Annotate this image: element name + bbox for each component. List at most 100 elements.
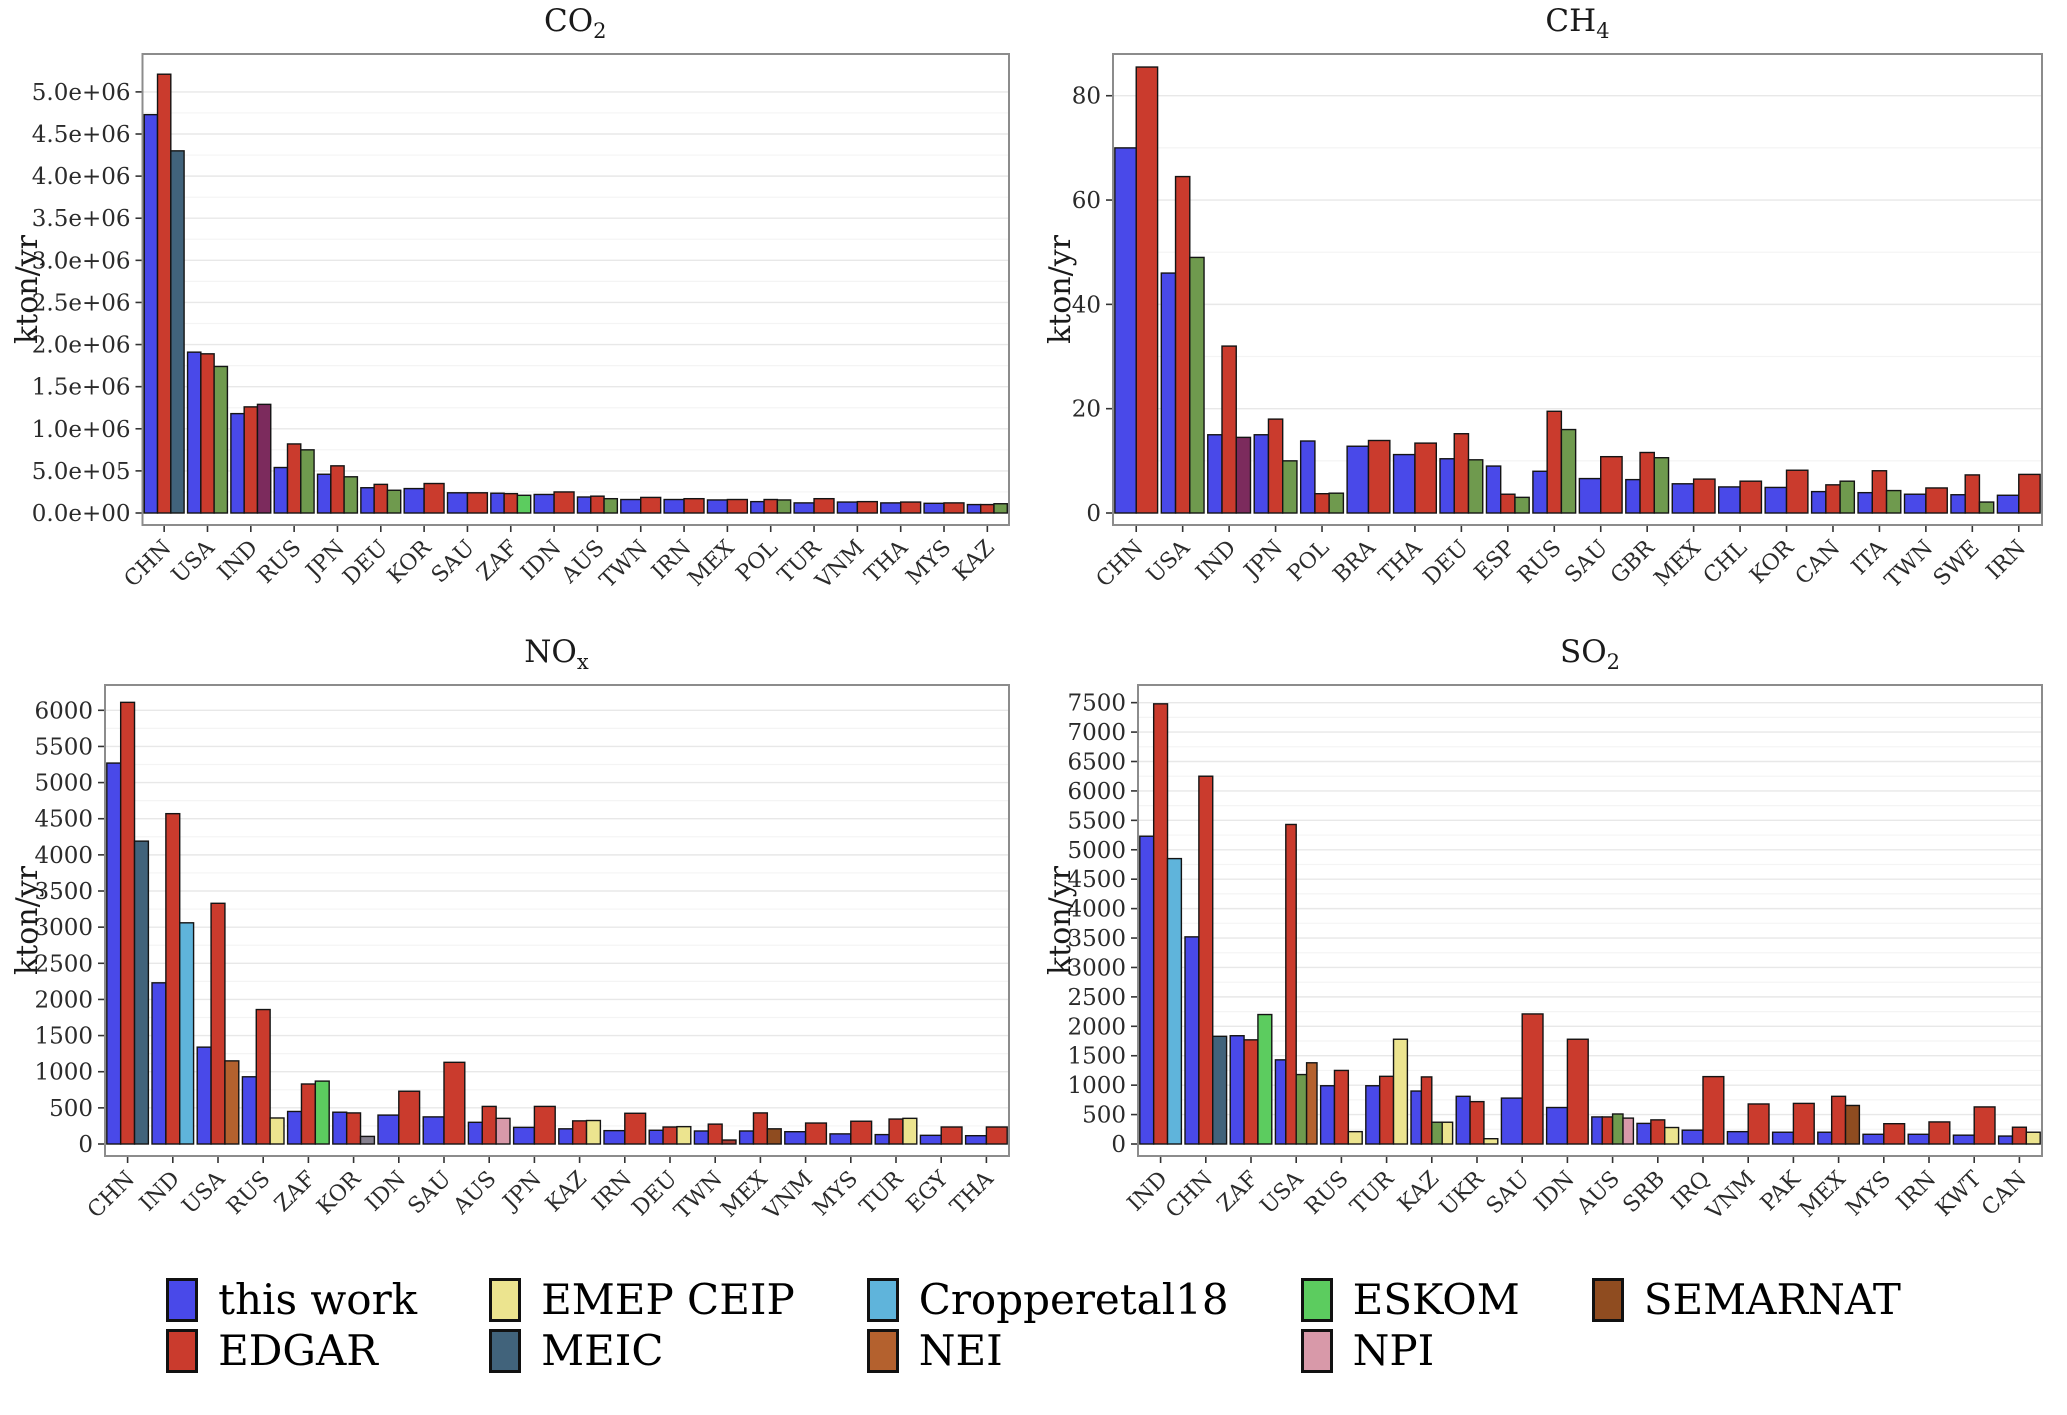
bar-RUS-edgar — [1333, 1069, 1350, 1145]
bar-IRN-edgar — [2018, 473, 2041, 514]
legend-swatch-eskom — [1300, 1278, 1333, 1322]
bar-DEU-emep — [675, 1125, 691, 1145]
bar-KOR-edgar — [1785, 469, 1809, 514]
panel-title-nox: NOx — [0, 631, 1063, 675]
y-tick-label: 4500 — [1067, 867, 1126, 893]
bar-RUS-edgar — [1546, 410, 1563, 514]
bar-IRQ-this_work — [1681, 1129, 1704, 1145]
bar-TWN-darkred — [720, 1139, 737, 1145]
bar-IND-purple — [256, 403, 271, 514]
bar-JPN-this_work — [512, 1126, 535, 1145]
x-tick-label: IND — [213, 536, 263, 586]
bar-IDN-this_work — [376, 1114, 400, 1145]
legend-swatch-edgar — [166, 1329, 199, 1373]
y-tick-label: 1.5e+06 — [31, 375, 130, 401]
bar-SWE-olive — [1978, 501, 1995, 514]
bar-CHN-meic — [133, 840, 149, 1145]
y-tick-label: 5.0e+06 — [31, 80, 130, 106]
panel-title-subscript: 2 — [1606, 650, 1621, 675]
bar-TWN-this_work — [619, 498, 641, 514]
bar-USA-this_work — [196, 1046, 212, 1145]
bar-USA-edgar — [1174, 175, 1191, 514]
bar-TWN-edgar — [639, 496, 661, 514]
y-tick-label: 1000 — [1067, 1073, 1126, 1099]
bar-BRA-edgar — [1367, 439, 1391, 514]
x-tick-label: MEX — [1650, 535, 1706, 591]
bar-AUS-edgar — [589, 495, 605, 514]
x-tick-label: ZAF — [1213, 1167, 1264, 1218]
bar-POL-this_work — [1299, 440, 1316, 514]
bar-SAU-edgar — [1600, 455, 1623, 514]
bar-ZAF-edgar — [502, 492, 518, 514]
x-tick-label: SAU — [1482, 1167, 1535, 1220]
bar-USA-nei — [223, 1060, 239, 1145]
bar-ZAF-edgar — [300, 1083, 316, 1145]
y-axis-label: kton/yr — [11, 234, 45, 344]
legend-label-emep: EMEP CEIP — [541, 1275, 795, 1324]
bar-SAU-edgar — [1521, 1013, 1544, 1145]
x-tick-label: IRN — [1892, 1167, 1941, 1216]
bar-POL-olive — [776, 499, 791, 514]
legend-label-eskom: ESKOM — [1352, 1275, 1520, 1324]
x-tick-label: MEX — [716, 1166, 772, 1222]
bar-DEU-edgar — [1453, 433, 1470, 514]
bar-JPN-this_work — [316, 473, 332, 514]
bar-RUS-olive — [299, 449, 315, 514]
bar-DEU-this_work — [648, 1129, 664, 1145]
x-tick-label: IDN — [1530, 1167, 1580, 1217]
bar-MYS-edgar — [942, 502, 965, 514]
bar-VNM-edgar — [804, 1122, 827, 1145]
bar-TUR-edgar — [1378, 1075, 1395, 1145]
bar-CAN-olive — [1839, 480, 1856, 514]
bar-THA-edgar — [1414, 442, 1437, 514]
bar-CAN-this_work — [1810, 490, 1827, 514]
bar-ESP-this_work — [1485, 465, 1502, 514]
bar-GBR-edgar — [1639, 451, 1655, 514]
y-tick-label: 1500 — [34, 1024, 93, 1050]
bar-TUR-this_work — [792, 502, 815, 514]
bar-THA-this_work — [964, 1134, 987, 1145]
bar-EGY-edgar — [940, 1126, 963, 1145]
x-tick-label: ZAF — [472, 536, 523, 587]
legend-column: EMEP CEIP MEIC — [489, 1276, 795, 1375]
bar-USA-this_work — [1160, 272, 1177, 514]
x-tick-label: CHN — [1161, 1167, 1218, 1224]
bar-IND-this_work — [150, 982, 167, 1145]
bar-THA-edgar — [985, 1126, 1008, 1145]
x-tick-label: KAZ — [1393, 1167, 1444, 1218]
x-tick-label: MYS — [1842, 1167, 1897, 1222]
x-tick-label: SAU — [427, 536, 480, 589]
bar-KAZ-this_work — [557, 1128, 573, 1145]
x-tick-label: THA — [1374, 535, 1428, 589]
bar-CHN-edgar — [1135, 66, 1159, 514]
bar-UKR-emep — [1483, 1138, 1499, 1145]
legend-label-cropper: Cropperetal18 — [918, 1275, 1229, 1324]
bar-MEX-edgar — [726, 498, 748, 514]
bar-MYS-this_work — [828, 1133, 852, 1145]
y-tick-label: 3500 — [1067, 926, 1126, 952]
co2-bar-chart: 0.0e+00 5.0e+05 1.0e+06 1.5e+06 2.0e+06 2.5e+… — [11, 53, 1010, 595]
legend-item-this_work: this work — [166, 1276, 417, 1324]
x-tick-label: SWE — [1929, 536, 1985, 592]
x-tick-label: CAN — [1977, 1167, 2031, 1221]
bar-KAZ-emep — [585, 1119, 601, 1145]
bar-MYS-this_work — [922, 502, 945, 514]
bar-RUS-edgar — [255, 1008, 271, 1145]
y-tick-label: 2.0e+06 — [31, 333, 130, 359]
bar-MEX-edgar — [752, 1112, 768, 1145]
bar-ITA-olive — [1885, 489, 1902, 514]
x-tick-label: IRN — [1982, 536, 2031, 585]
legend-label-this_work: this work — [218, 1275, 418, 1324]
bar-IRN-this_work — [1996, 494, 2020, 514]
bar-CHN-meic — [1212, 1035, 1228, 1145]
bar-POL-this_work — [749, 500, 765, 514]
panel-title-subscript: x — [576, 650, 589, 675]
y-tick-label: 40 — [1072, 292, 1101, 318]
bar-RUS-emep — [268, 1117, 285, 1145]
bar-CAN-this_work — [1997, 1135, 2014, 1145]
bar-TUR-edgar — [812, 497, 835, 514]
x-tick-label: ESP — [1470, 535, 1520, 585]
panel-border — [103, 684, 1010, 1157]
bar-IND-this_work — [1207, 434, 1223, 514]
